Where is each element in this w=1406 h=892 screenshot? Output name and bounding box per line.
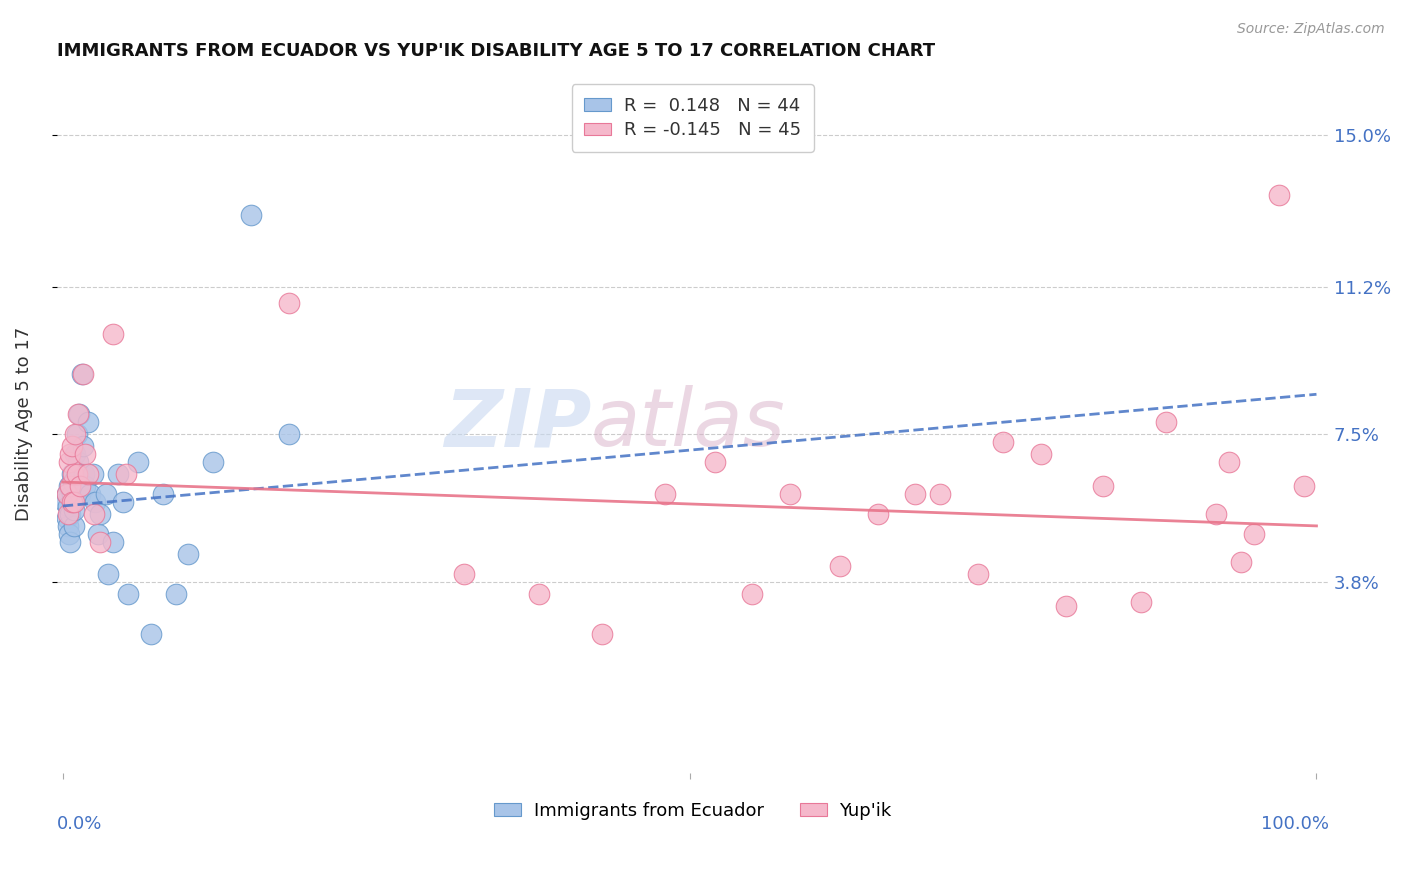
Point (63, 495, 86, 509)
Legend: Immigrants from Ecuador, Yup'ik: Immigrants from Ecuador, Yup'ik (486, 795, 898, 827)
Point (84, 495, 107, 509)
Point (112, 495, 135, 509)
Point (58, 527, 80, 541)
Point (59, 507, 82, 521)
Point (59, 534, 82, 549)
Point (66, 407, 89, 421)
Point (59, 479, 82, 493)
Point (929, 487, 952, 501)
Point (55, 487, 77, 501)
Y-axis label: Disability Age 5 to 17: Disability Age 5 to 17 (15, 327, 32, 521)
Point (75, 447, 97, 461)
Point (866, 507, 889, 521)
Point (101, 534, 124, 549)
Point (967, 566, 990, 581)
Point (73, 467, 96, 481)
Point (654, 487, 676, 501)
Point (1029, 447, 1052, 461)
Text: 0.0%: 0.0% (56, 815, 103, 833)
Point (58, 479, 80, 493)
Point (741, 587, 763, 601)
Point (60, 495, 83, 509)
Point (60, 467, 83, 481)
Point (202, 455, 225, 469)
Point (1230, 555, 1253, 569)
Point (1054, 599, 1077, 613)
Point (139, 626, 162, 640)
Point (529, 587, 551, 601)
Point (56, 519, 79, 533)
Point (83, 507, 105, 521)
Point (107, 467, 129, 481)
Point (114, 467, 136, 481)
Point (1243, 527, 1265, 541)
Point (55, 511, 77, 525)
Point (55, 495, 77, 509)
Point (58, 455, 80, 469)
Point (65, 427, 87, 442)
Point (67, 407, 90, 421)
Point (165, 587, 187, 601)
Point (703, 455, 725, 469)
Point (1268, 187, 1291, 202)
Point (66, 455, 89, 469)
Point (69, 479, 91, 493)
Point (277, 295, 299, 310)
Point (101, 327, 124, 342)
Point (72, 439, 94, 453)
Point (55, 487, 77, 501)
Point (239, 208, 262, 222)
Point (89, 507, 111, 521)
Point (779, 487, 801, 501)
Point (72, 368, 94, 382)
Point (59, 447, 82, 461)
Point (77, 415, 100, 429)
Text: atlas: atlas (591, 385, 786, 463)
Point (177, 547, 200, 561)
Point (1218, 455, 1240, 469)
Point (63, 503, 86, 517)
Point (1154, 415, 1177, 429)
Text: Source: ZipAtlas.com: Source: ZipAtlas.com (1237, 22, 1385, 37)
Point (77, 467, 100, 481)
Point (70, 368, 93, 382)
Point (63, 519, 86, 533)
Point (66, 467, 89, 481)
Point (1292, 479, 1315, 493)
Point (1092, 479, 1115, 493)
Point (591, 626, 613, 640)
Point (830, 558, 852, 573)
Point (62, 475, 84, 489)
Point (62, 495, 84, 509)
Point (94, 487, 117, 501)
Text: IMMIGRANTS FROM ECUADOR VS YUP'IK DISABILITY AGE 5 TO 17 CORRELATION CHART: IMMIGRANTS FROM ECUADOR VS YUP'IK DISABI… (56, 42, 935, 60)
Point (117, 587, 139, 601)
Point (87, 527, 110, 541)
Point (89, 534, 111, 549)
Point (60, 439, 83, 453)
Point (60, 487, 83, 501)
Text: ZIP: ZIP (444, 385, 591, 463)
Text: 100.0%: 100.0% (1261, 815, 1329, 833)
Point (904, 487, 927, 501)
Point (56, 507, 79, 521)
Point (75, 479, 97, 493)
Point (1205, 507, 1227, 521)
Point (277, 427, 299, 442)
Point (991, 435, 1014, 450)
Point (69, 487, 91, 501)
Point (453, 566, 475, 581)
Point (127, 455, 149, 469)
Point (152, 487, 174, 501)
Point (1130, 595, 1153, 609)
Point (97, 566, 120, 581)
Point (82, 467, 104, 481)
Point (66, 427, 89, 442)
Point (62, 467, 84, 481)
Point (56, 499, 79, 513)
Point (79, 487, 101, 501)
Point (65, 447, 87, 461)
